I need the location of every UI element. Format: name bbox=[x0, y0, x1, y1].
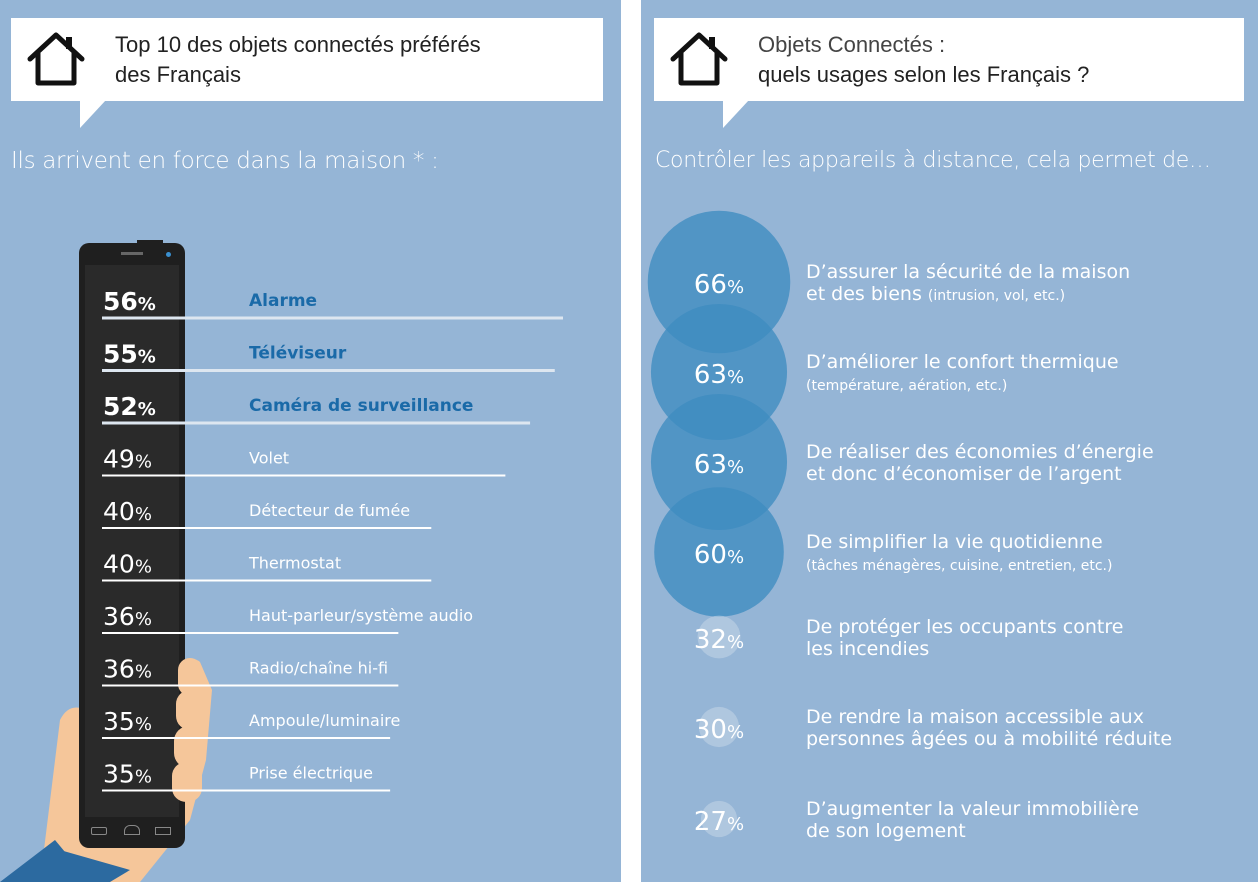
bar-value-label: 52% bbox=[103, 392, 156, 421]
usage-label-line2: de son logement bbox=[806, 820, 966, 842]
bar-category-label: Radio/chaîne hi-fi bbox=[249, 659, 388, 678]
bubble-value-label: 32% bbox=[694, 625, 744, 655]
bar-value-label: 49% bbox=[103, 445, 152, 474]
left-bar-chart: 56% Alarme 55% Téléviseur 52% Caméra de surve… bbox=[102, 287, 563, 792]
bar-category-label: Volet bbox=[249, 449, 289, 468]
bar-value-label: 36% bbox=[103, 602, 152, 631]
usage-label-line2: et des biens (intrusion, vol, etc.) bbox=[806, 283, 1065, 305]
right-subtitle: Contrôler les appareils à distance, cela… bbox=[655, 148, 1211, 173]
usage-label-line2: les incendies bbox=[806, 638, 929, 660]
house-icon bbox=[670, 32, 728, 86]
right-bubble-chart: 66%D’assurer la sécurité de la maisonet … bbox=[647, 210, 1172, 842]
bar-category-label: Thermostat bbox=[248, 554, 341, 573]
usage-label-line1: De rendre la maison accessible aux bbox=[806, 706, 1144, 728]
bar-category-label: Détecteur de fumée bbox=[249, 501, 410, 520]
bar-category-label: Caméra de surveillance bbox=[249, 396, 473, 416]
right-title-line2: quels usages selon les Français ? bbox=[758, 62, 1090, 87]
usage-label-line2: et donc d’économiser de l’argent bbox=[806, 463, 1122, 485]
bar-value-label: 40% bbox=[103, 550, 152, 579]
house-icon bbox=[27, 32, 85, 86]
phone-illustration bbox=[79, 240, 185, 848]
bubble-value-label: 60% bbox=[694, 540, 744, 570]
usage-label-line2: (tâches ménagères, cuisine, entretien, e… bbox=[806, 558, 1112, 574]
left-bubble-tail bbox=[80, 100, 106, 128]
usage-label-line1: D’augmenter la valeur immobilière bbox=[806, 798, 1139, 820]
bar-category-label: Téléviseur bbox=[249, 344, 347, 364]
bubble-value-label: 30% bbox=[694, 715, 744, 745]
usage-bubble bbox=[654, 487, 784, 617]
bar-value-label: 35% bbox=[103, 760, 152, 789]
bar-category-label: Alarme bbox=[249, 291, 317, 311]
bubble-value-label: 66% bbox=[694, 270, 744, 300]
bar-category-label: Ampoule/luminaire bbox=[249, 711, 400, 730]
usage-label-line2: (température, aération, etc.) bbox=[806, 378, 1007, 394]
bar-value-label: 40% bbox=[103, 497, 152, 526]
hand-fingers bbox=[172, 658, 206, 802]
usage-label-line1: De protéger les occupants contre bbox=[806, 616, 1123, 638]
usage-label-line2: personnes âgées ou à mobilité réduite bbox=[806, 728, 1172, 750]
bubble-value-label: 27% bbox=[694, 807, 744, 837]
bar-value-label: 55% bbox=[103, 340, 156, 369]
right-bubble-tail bbox=[723, 100, 749, 128]
bar-value-label: 35% bbox=[103, 707, 152, 736]
usage-bubble bbox=[697, 615, 741, 659]
left-infographic-panel: Top 10 des objets connectés préférés des… bbox=[0, 0, 621, 882]
phone-screen bbox=[85, 265, 179, 817]
bar-category-label: Haut-parleur/système audio bbox=[249, 606, 473, 625]
bubble-value-label: 63% bbox=[694, 360, 744, 390]
usage-label-line1: D’améliorer le confort thermique bbox=[806, 351, 1119, 373]
usage-bubble bbox=[650, 393, 788, 531]
left-title: Top 10 des objets connectés préférés des… bbox=[115, 30, 481, 90]
right-infographic-panel: Objets Connectés : quels usages selon le… bbox=[641, 0, 1258, 882]
left-title-line1: Top 10 des objets connectés préférés bbox=[115, 32, 481, 57]
usage-bubble bbox=[698, 706, 740, 748]
bubble-value-label: 63% bbox=[694, 450, 744, 480]
left-title-line2: des Français bbox=[115, 62, 241, 87]
usage-label-line1: De simplifier la vie quotidienne bbox=[806, 531, 1103, 553]
usage-label-line1: De réaliser des économies d’énergie bbox=[806, 441, 1154, 463]
right-header-bubble: Objets Connectés : quels usages selon le… bbox=[654, 18, 1244, 101]
bar-value-label: 36% bbox=[103, 655, 152, 684]
right-title-line1: Objets Connectés : bbox=[758, 32, 946, 57]
left-header-bubble: Top 10 des objets connectés préférés des… bbox=[11, 18, 603, 101]
right-title: Objets Connectés : quels usages selon le… bbox=[758, 30, 1089, 90]
bar-category-label: Prise électrique bbox=[249, 764, 373, 783]
usage-bubble bbox=[700, 800, 738, 838]
usage-label-line1: D’assurer la sécurité de la maison bbox=[806, 261, 1130, 283]
bar-value-label: 56% bbox=[103, 287, 156, 316]
left-subtitle: Ils arrivent en force dans la maison * : bbox=[11, 148, 439, 174]
